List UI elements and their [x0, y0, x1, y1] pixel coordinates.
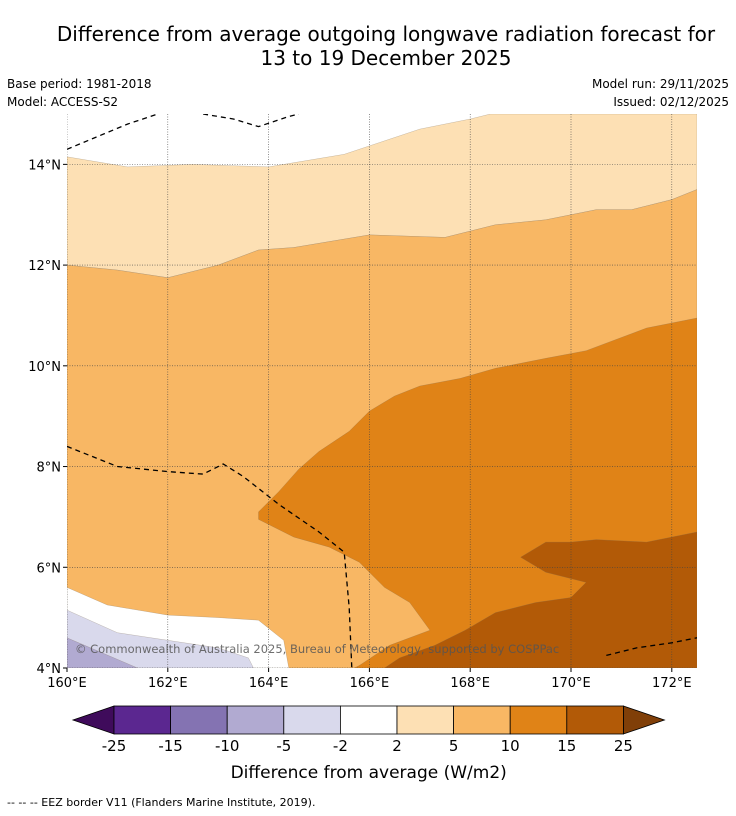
y-tick-label-1: 6°N	[37, 561, 62, 576]
contour-band-6	[67, 637, 138, 668]
colorbar-tick-label-6: 5	[449, 737, 459, 755]
colorbar-swatch-0	[113, 705, 171, 735]
colorbar-tick-label-8: 15	[557, 737, 576, 755]
colorbar-tick-label-4: -2	[333, 737, 348, 755]
title-line-2: 13 to 19 December 2025	[260, 46, 512, 70]
colorbar-swatch-6	[453, 705, 511, 735]
colorbar-tick-label-7: 10	[501, 737, 520, 755]
colorbar-tick-label-9: 25	[614, 737, 633, 755]
colorbar-swatch-3	[283, 705, 341, 735]
colorbar-swatch-2	[226, 705, 285, 735]
colorbar-swatch-7	[509, 705, 568, 735]
chart-title: Difference from average outgoing longwav…	[0, 22, 736, 70]
eez-border-1	[202, 114, 299, 128]
x-tick-label-5: 170°E	[551, 676, 591, 691]
colorbar-tick-label-2: -10	[215, 737, 240, 755]
meta-right: Model run: 29/11/2025 Issued: 02/12/2025	[592, 75, 729, 111]
colorbar-swatch-1	[170, 705, 228, 735]
colorbar-under-triangle	[71, 705, 115, 735]
colorbar-tick-label-3: -5	[276, 737, 291, 755]
colorbar-tick-label-0: -25	[102, 737, 127, 755]
colorbar-swatch-8	[566, 705, 624, 735]
model-run-label: Model run: 29/11/2025	[591, 77, 729, 91]
y-tick-label-3: 10°N	[28, 360, 61, 375]
title-line-1: Difference from average outgoing longwav…	[56, 22, 716, 46]
x-tick-label-2: 164°E	[249, 676, 289, 691]
y-tick-label-2: 8°N	[37, 461, 62, 476]
colorbar-over-triangle	[623, 705, 666, 735]
x-tick-label-3: 166°E	[350, 676, 390, 691]
colorbar-tick-label-5: 2	[392, 737, 402, 755]
eez-border-0	[67, 114, 158, 150]
eez-border-3	[606, 637, 697, 657]
base-period-label: Base period: 1981-2018	[7, 77, 152, 91]
y-tick-label-0: 4°N	[37, 662, 62, 677]
contour-band-5	[67, 609, 254, 668]
x-tick-label-6: 172°E	[652, 676, 692, 691]
model-label: Model: ACCESS-S2	[7, 95, 119, 109]
colorbar-label: Difference from average (W/m2)	[231, 763, 507, 783]
plot-area: © Commonwealth of Australia 2025, Bureau…	[67, 114, 697, 668]
meta-left: Base period: 1981-2018 Model: ACCESS-S2	[7, 75, 152, 111]
x-tick-label-0: 160°E	[47, 676, 87, 691]
colorbar-swatch-4	[339, 705, 398, 735]
y-tick-label-5: 14°N	[28, 158, 61, 173]
y-tick-label-4: 12°N	[28, 259, 61, 274]
issued-label: Issued: 02/12/2025	[613, 95, 729, 109]
copyright-annotation: © Commonwealth of Australia 2025, Bureau…	[75, 642, 559, 656]
x-tick-label-4: 168°E	[450, 676, 490, 691]
eez-footnote: -- -- -- EEZ border V11 (Flanders Marine…	[7, 796, 316, 809]
colorbar-tick-label-1: -15	[158, 737, 183, 755]
colorbar-swatch-5	[396, 705, 454, 735]
x-tick-label-1: 162°E	[148, 676, 188, 691]
